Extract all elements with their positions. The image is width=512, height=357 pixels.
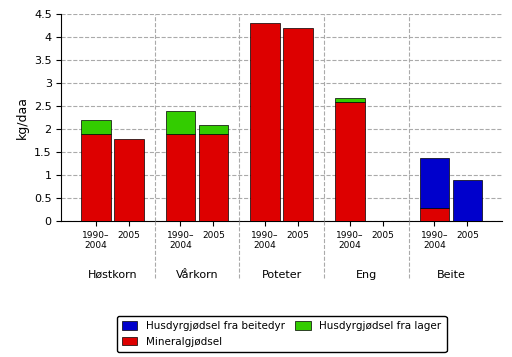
Bar [165,111,195,134]
Legend: Husdyrgjødsel fra beitedyr, Mineralgjødsel, Husdyrgjødsel fra lager: Husdyrgjødsel fra beitedyr, Mineralgjøds… [117,316,446,352]
Bar [81,134,111,221]
Bar [114,139,143,221]
Text: Høstkorn: Høstkorn [88,270,137,280]
Bar [335,102,365,221]
Bar [199,125,228,134]
Bar [420,208,449,221]
Bar [81,120,111,134]
Bar [283,28,313,221]
Text: Vårkorn: Vårkorn [176,270,218,280]
Bar [420,158,449,208]
Bar [165,134,195,221]
Bar [250,24,280,221]
Bar [453,180,482,221]
Text: Beite: Beite [437,270,465,280]
Bar [335,98,365,102]
Text: Eng: Eng [356,270,377,280]
Bar [199,134,228,221]
Y-axis label: kg/daa: kg/daa [15,96,28,139]
Text: Poteter: Poteter [262,270,302,280]
